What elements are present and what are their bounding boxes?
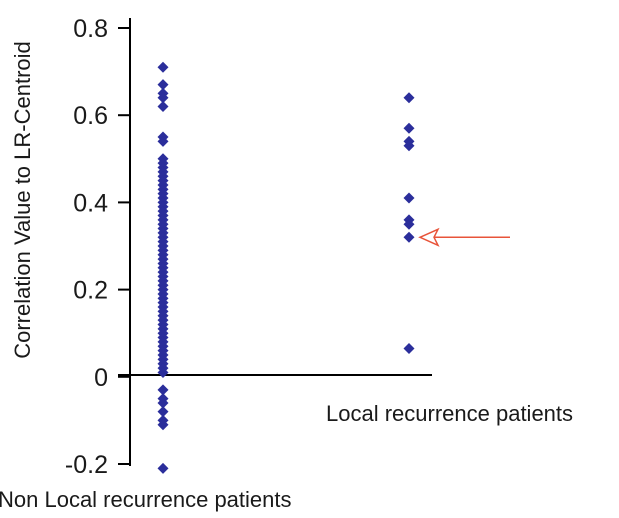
data-point <box>157 384 169 396</box>
data-point <box>403 342 415 354</box>
data-point <box>403 122 415 134</box>
y-tick-label: 0.8 <box>73 15 108 43</box>
y-tick-label: 0.4 <box>73 189 108 217</box>
data-point <box>157 100 169 112</box>
data-point <box>403 192 415 204</box>
y-tick-label: 0 <box>94 364 108 392</box>
y-tick-label: 0.6 <box>73 102 108 130</box>
y-tick-label: 0.2 <box>73 277 108 305</box>
data-point <box>403 92 415 104</box>
data-point <box>157 406 169 418</box>
data-point <box>157 92 169 104</box>
data-point <box>157 419 169 431</box>
data-point <box>157 61 169 73</box>
data-point <box>403 140 415 152</box>
annotation-arrow-head <box>418 227 440 247</box>
y-tick-label: -0.2 <box>65 451 108 479</box>
data-points <box>157 61 415 474</box>
data-point <box>157 366 169 378</box>
category-label-non-local: Non Local recurrence patients <box>0 487 292 512</box>
category-label-local: Local recurrence patients <box>326 401 573 426</box>
data-point <box>403 218 415 230</box>
data-point <box>403 231 415 243</box>
data-point <box>157 397 169 409</box>
data-point <box>157 135 169 147</box>
data-point <box>157 79 169 91</box>
data-point <box>157 462 169 474</box>
annotation-arrow <box>418 227 510 247</box>
y-ticks: 0.8 0.6 0.4 0.2 0 -0.2 <box>65 15 130 479</box>
y-axis-title: Correlation Value to LR-Centroid <box>10 41 35 359</box>
